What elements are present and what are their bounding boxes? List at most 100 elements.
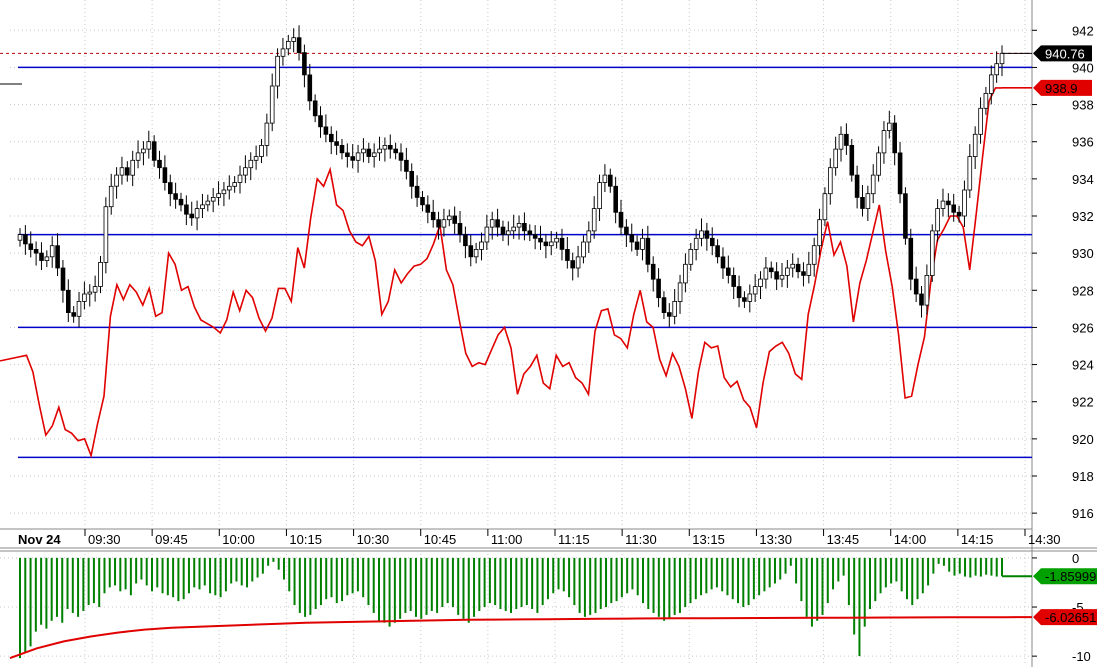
candle-body [634, 241, 640, 250]
candle-body [720, 256, 726, 269]
candle-body [39, 252, 44, 261]
candle-body [226, 185, 232, 191]
time-tick-label: 14:00 [894, 532, 927, 547]
candle-body [978, 107, 983, 135]
histogram-tag-label: -1.85999 [1045, 569, 1096, 584]
candle-body [248, 159, 254, 169]
candle-body [377, 148, 382, 154]
candle-body [951, 204, 956, 213]
candle-body [779, 274, 785, 280]
candle-body [608, 174, 613, 187]
candle-body [409, 170, 414, 187]
candlestick-series [17, 25, 1032, 328]
candle-body [436, 219, 441, 228]
candle-body [672, 300, 677, 317]
candle-body [71, 312, 77, 317]
red-indicator-line [0, 87, 1032, 459]
candle-body [613, 185, 618, 213]
candle-body [361, 148, 366, 154]
candle-body [103, 206, 109, 263]
candle-body [125, 167, 130, 176]
time-axis[interactable]: Nov 24 09:30 09:45 10:00 10:15 10:30 10:45 11:0… [0, 528, 1097, 549]
candle-body [742, 297, 747, 302]
histogram-panel[interactable]: 0 -5 -10 -1.85999 -6.02651 [0, 550, 1097, 664]
candle-body [532, 234, 538, 239]
candle-body [667, 312, 672, 317]
price-tick-label: 930 [1072, 246, 1094, 261]
candle-body [184, 204, 189, 215]
price-tick-label: 926 [1072, 320, 1094, 335]
candle-body [575, 256, 581, 269]
price-tick-label: 922 [1072, 395, 1094, 410]
candle-body [259, 144, 264, 157]
candle-body [82, 293, 87, 302]
candle-body [307, 74, 313, 102]
candle-body [468, 245, 474, 258]
candle-body [60, 267, 66, 291]
candle-body [430, 211, 436, 221]
candle-body [146, 141, 152, 150]
time-tick-label: 11:15 [558, 532, 590, 547]
candle-body [382, 144, 388, 150]
candle-body [543, 241, 549, 247]
candle-body [865, 193, 871, 209]
candle-body [291, 37, 296, 42]
histogram-axis[interactable]: 0 -5 -10 [1032, 551, 1091, 664]
price-axis[interactable]: 9169189209229249269289309329349369389409… [1032, 23, 1094, 521]
candle-body [887, 122, 892, 131]
candle-body [994, 63, 999, 76]
signal-line-path [9, 616, 1033, 660]
time-tick-label: 14:15 [961, 532, 994, 547]
candle-body [302, 52, 307, 76]
candle-body [785, 267, 790, 276]
candle-body [618, 211, 624, 228]
candle-body [565, 248, 570, 261]
candle-body [108, 185, 114, 208]
candle-body [457, 222, 463, 235]
time-tick-label: 13:30 [759, 532, 792, 547]
candle-body [366, 148, 372, 157]
histogram-signal-line [9, 616, 1033, 660]
candle-body [130, 159, 136, 176]
candle-body [801, 271, 806, 276]
candle-body [919, 293, 924, 306]
candle-body [141, 148, 146, 154]
horizontal-level-lines[interactable] [0, 52, 1032, 459]
candle-body [328, 133, 334, 143]
price-tick-label: 916 [1072, 506, 1094, 521]
candle-body [210, 196, 216, 202]
candle-body [200, 204, 205, 209]
price-tick-label: 932 [1072, 209, 1094, 224]
candle-body [554, 237, 559, 243]
candle-body [844, 133, 849, 146]
candle-body [999, 52, 1005, 65]
candle-body [726, 267, 731, 276]
candle-body [387, 144, 393, 150]
candle-body [586, 230, 592, 243]
time-tick-label: 10:15 [289, 532, 322, 547]
candle-body [790, 263, 795, 269]
candle-body [774, 271, 779, 280]
time-tick-label: 10:45 [424, 532, 457, 547]
candle-body [17, 234, 23, 241]
candle-body [935, 208, 940, 232]
candle-body [280, 48, 286, 57]
candle-body [23, 234, 28, 245]
candle-body [500, 226, 506, 235]
candle-body [237, 174, 243, 183]
candle-body [479, 241, 484, 250]
candle-body [49, 245, 55, 258]
candle-body [860, 196, 865, 209]
histogram-bars [19, 557, 1032, 659]
candle-body [495, 219, 500, 228]
candle-body [98, 261, 103, 287]
candle-body [119, 167, 125, 176]
candle-body [371, 152, 377, 157]
time-tick-label: 11:30 [625, 532, 657, 547]
candle-body [559, 237, 565, 250]
histogram-tags: -1.85999 -6.02651 [1033, 568, 1097, 626]
last-price-tag-label: 940.76 [1045, 46, 1085, 61]
candle-body [221, 189, 227, 195]
